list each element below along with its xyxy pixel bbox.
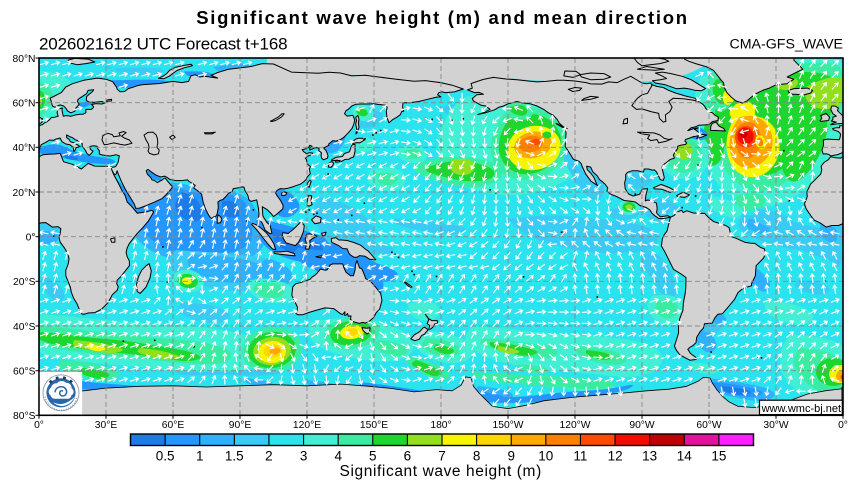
svg-text:14: 14 — [677, 449, 693, 464]
svg-text:12: 12 — [608, 449, 623, 464]
svg-text:13: 13 — [642, 449, 657, 464]
svg-text:90°E: 90°E — [229, 420, 252, 431]
svg-text:20°S: 20°S — [13, 277, 36, 288]
svg-text:180°: 180° — [430, 420, 451, 431]
svg-text:CMA-GFS_WAVE: CMA-GFS_WAVE — [729, 37, 843, 53]
svg-text:6: 6 — [404, 449, 412, 464]
svg-text:7: 7 — [438, 449, 446, 464]
svg-text:90°W: 90°W — [629, 420, 655, 431]
svg-text:1.5: 1.5 — [225, 449, 244, 464]
svg-text:60°S: 60°S — [13, 367, 36, 378]
svg-text:30°W: 30°W — [763, 420, 789, 431]
svg-text:0.5: 0.5 — [156, 449, 175, 464]
svg-text:11: 11 — [573, 449, 587, 464]
svg-text:3: 3 — [300, 449, 308, 464]
svg-text:10: 10 — [538, 449, 553, 464]
svg-text:40°S: 40°S — [13, 322, 36, 333]
svg-text:8: 8 — [473, 449, 481, 464]
svg-text:1: 1 — [196, 449, 204, 464]
svg-text:15: 15 — [711, 449, 726, 464]
svg-text:4: 4 — [334, 449, 342, 464]
svg-text:40°N: 40°N — [12, 143, 35, 154]
svg-text:20°N: 20°N — [12, 188, 35, 199]
svg-text:Significant wave height (m): Significant wave height (m) — [340, 463, 542, 480]
svg-text:60°E: 60°E — [162, 420, 185, 431]
svg-text:150°E: 150°E — [360, 420, 388, 431]
svg-text:Significant wave height (m) an: Significant wave height (m) and mean dir… — [196, 7, 688, 28]
svg-text:2026021612 UTC Forecast t+168: 2026021612 UTC Forecast t+168 — [39, 35, 287, 54]
svg-text:0°: 0° — [26, 233, 36, 244]
svg-text:2: 2 — [265, 449, 273, 464]
svg-text:www.wmc-bj.net: www.wmc-bj.net — [761, 403, 841, 415]
svg-text:120°E: 120°E — [293, 420, 321, 431]
svg-text:150°W: 150°W — [492, 420, 523, 431]
svg-text:5: 5 — [369, 449, 377, 464]
svg-text:0°: 0° — [34, 420, 44, 431]
svg-text:60°N: 60°N — [12, 99, 35, 110]
svg-text:120°W: 120°W — [559, 420, 590, 431]
svg-text:80°S: 80°S — [13, 411, 36, 422]
svg-text:80°N: 80°N — [12, 54, 35, 65]
svg-text:30°E: 30°E — [95, 420, 118, 431]
svg-text:60°W: 60°W — [696, 420, 722, 431]
svg-text:0°: 0° — [838, 420, 848, 431]
svg-text:9: 9 — [507, 449, 515, 464]
